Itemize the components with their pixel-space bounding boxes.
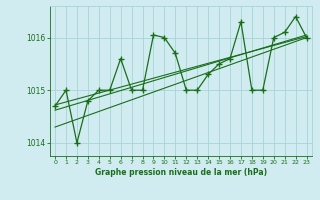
X-axis label: Graphe pression niveau de la mer (hPa): Graphe pression niveau de la mer (hPa) (95, 168, 267, 177)
